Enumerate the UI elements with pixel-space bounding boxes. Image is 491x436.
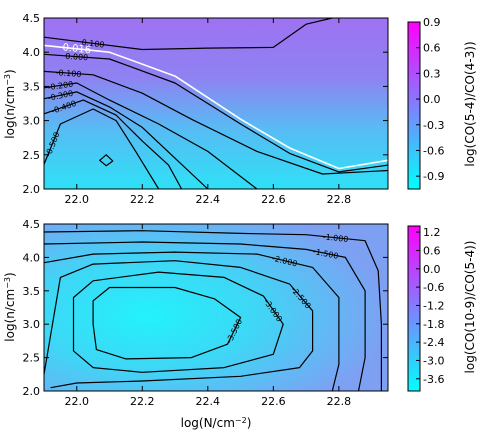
contour-line-0-5 (43, 91, 209, 190)
contour-label-1-0: -1.000 (322, 232, 349, 244)
colorbar-tick-label-0-0: 0.9 (423, 16, 441, 29)
y-tick-label-0-2: 3.0 (23, 115, 41, 128)
y-tick-label-1-3: 3.5 (23, 285, 41, 298)
contour-line-0-3 (43, 70, 389, 175)
colorbar-tick-label-0-5: -0.6 (423, 144, 444, 157)
x-tick-label-1-0: 22.0 (65, 395, 90, 408)
bottom-colorbar (407, 225, 421, 392)
colorbar-tick-label-0-6: -0.9 (423, 170, 444, 183)
x-tick-label-0-1: 22.2 (130, 193, 155, 206)
x-tick-label-0-0: 22.0 (65, 193, 90, 206)
contour-line-1-2 (43, 251, 340, 392)
colorbar-tick-label-1-1: 0.6 (423, 244, 441, 257)
colorbar-tick-label-0-2: 0.3 (423, 67, 441, 80)
colorbar-tick-label-1-7: -3.0 (423, 354, 444, 367)
colorbar-tick-label-1-6: -2.4 (423, 336, 444, 349)
colorbar-tick-label-1-4: -1.2 (423, 299, 444, 312)
top-colorbar-label: log(CO(5-4)/CO(4-3)) (463, 41, 477, 166)
contour-label-0-2: 0.000 (65, 52, 89, 63)
colorbar-tick-label-0-4: -0.3 (423, 119, 444, 132)
contour-line-0-7 (43, 108, 160, 190)
y-tick-label-0-1: 2.5 (23, 149, 41, 162)
top-y-axis-label: log(n/cm−3) (3, 69, 17, 138)
contour-label-0-3: -0.100 (55, 68, 81, 79)
y-tick-label-1-0: 2.0 (23, 385, 41, 398)
y-tick-label-0-4: 4.0 (23, 46, 41, 59)
contour-line-0-2 (43, 53, 389, 173)
y-tick-label-0-0: 2.0 (23, 183, 41, 196)
bottom-x-axis-label: log(N/cm−2) (181, 416, 252, 430)
x-tick-label-1-2: 22.4 (196, 395, 221, 408)
x-tick-label-1-1: 22.2 (130, 395, 155, 408)
colorbar-tick-label-1-3: -0.6 (423, 281, 444, 294)
colorbar-tick-label-0-3: 0.0 (423, 93, 441, 106)
colorbar-tick-label-0-1: 0.6 (423, 42, 441, 55)
x-tick-label-0-2: 22.4 (196, 193, 221, 206)
top-axis-ticks: 22.0 22.2 22.4 22.6 22.8 2.0 2.5 3.0 3.5 4.0 4.5 (23, 12, 388, 206)
top-colorbar (407, 21, 421, 190)
bottom-axis-ticks: 22.0 22.2 22.4 22.6 22.8 2.0 2.5 3.0 3.5 4.0 4.5 (23, 218, 388, 408)
contour-line-0-1 (43, 44, 389, 170)
y-tick-label-0-3: 3.5 (23, 80, 41, 93)
top-plot-frame (43, 17, 389, 190)
contour-line-1-3 (43, 260, 314, 389)
colorbar-tick-label-1-0: 1.2 (423, 226, 441, 239)
bottom-plot-background (44, 224, 388, 391)
contour-line-1-4 (72, 271, 284, 373)
x-tick-label-1-3: 22.6 (261, 395, 286, 408)
y-tick-label-1-4: 4.0 (23, 251, 41, 264)
top-colorbar-ticks: 0.9 0.6 0.3 0.0 -0.3 -0.6 -0.9 (416, 16, 444, 183)
y-tick-label-0-5: 4.5 (23, 12, 41, 25)
x-tick-label-0-3: 22.6 (261, 193, 286, 206)
y-tick-label-1-5: 4.5 (23, 218, 41, 231)
colorbar-tick-label-1-8: -3.6 (423, 373, 444, 386)
bottom-y-axis-label: log(n/cm−3) (3, 272, 17, 341)
top-panel: 0.1000.0160.000-0.100-0.200-0.300-0.400-… (3, 12, 477, 206)
bottom-plot-frame (43, 223, 389, 392)
contour-line-0-8 (99, 154, 114, 167)
bottom-colorbar-label: log(CO(10-9)/CO(5-4)) (463, 241, 477, 374)
contour-label-0-1: 0.016 (62, 42, 92, 56)
contour-label-0-0: 0.100 (81, 38, 105, 50)
x-tick-label-0-4: 22.8 (327, 193, 352, 206)
colorbar-tick-label-1-2: 0.0 (423, 263, 441, 276)
bottom-colorbar-ticks: 1.2 0.6 0.0 -0.6 -1.2 -1.8 -2.4 -3.0 -3.6 (416, 226, 444, 386)
y-tick-label-1-2: 3.0 (23, 318, 41, 331)
contour-label-0-4: -0.200 (47, 80, 74, 93)
x-tick-label-1-4: 22.8 (327, 395, 352, 408)
contour-line-1-5 (92, 286, 242, 360)
bottom-contours: -1.000-1.500-2.000-2.500-3.000-3.500 (43, 230, 382, 392)
bottom-panel: -1.000-1.500-2.000-2.500-3.000-3.500 22.… (3, 218, 477, 430)
contour-line-0-6 (43, 99, 183, 190)
contour-line-1-1 (43, 241, 366, 392)
contour-line-1-0 (43, 230, 382, 391)
contour-line-0-4 (43, 82, 258, 190)
contour-line-0-0 (43, 17, 333, 51)
y-tick-label-1-1: 2.5 (23, 352, 41, 365)
colorbar-tick-label-1-5: -1.8 (423, 318, 444, 331)
